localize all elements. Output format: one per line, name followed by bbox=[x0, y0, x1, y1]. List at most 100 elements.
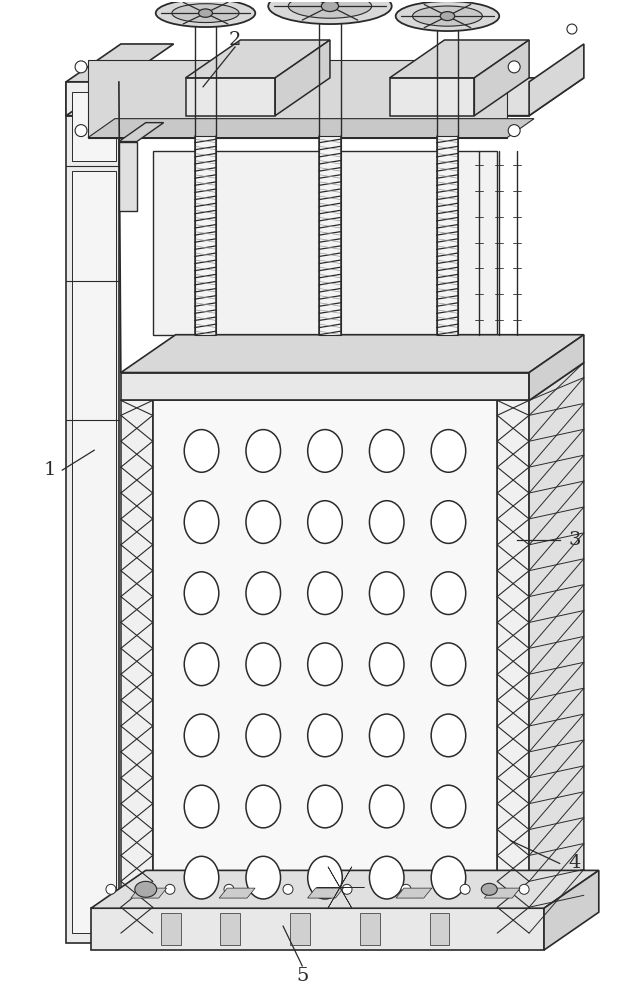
Polygon shape bbox=[529, 363, 584, 933]
Circle shape bbox=[75, 61, 87, 73]
Ellipse shape bbox=[308, 856, 342, 899]
Ellipse shape bbox=[185, 572, 219, 615]
Polygon shape bbox=[360, 913, 380, 945]
Ellipse shape bbox=[431, 643, 466, 686]
Ellipse shape bbox=[482, 883, 497, 895]
Text: 3: 3 bbox=[568, 531, 581, 549]
Polygon shape bbox=[340, 887, 352, 908]
Text: 5: 5 bbox=[296, 967, 309, 985]
Polygon shape bbox=[529, 44, 584, 116]
Polygon shape bbox=[497, 400, 529, 933]
Ellipse shape bbox=[322, 1, 339, 12]
Ellipse shape bbox=[440, 12, 455, 21]
Ellipse shape bbox=[370, 856, 404, 899]
Ellipse shape bbox=[431, 785, 466, 828]
Polygon shape bbox=[119, 142, 137, 211]
Polygon shape bbox=[121, 335, 584, 373]
Ellipse shape bbox=[308, 501, 342, 543]
Polygon shape bbox=[328, 887, 340, 908]
Ellipse shape bbox=[431, 501, 466, 543]
Circle shape bbox=[283, 884, 293, 894]
Ellipse shape bbox=[431, 430, 466, 472]
Circle shape bbox=[224, 884, 234, 894]
Ellipse shape bbox=[308, 430, 342, 472]
Ellipse shape bbox=[308, 572, 342, 615]
Polygon shape bbox=[340, 867, 352, 887]
Ellipse shape bbox=[370, 643, 404, 686]
Polygon shape bbox=[275, 40, 330, 116]
Ellipse shape bbox=[246, 643, 280, 686]
Ellipse shape bbox=[185, 430, 219, 472]
Ellipse shape bbox=[185, 714, 219, 757]
Circle shape bbox=[567, 24, 577, 34]
Ellipse shape bbox=[268, 0, 392, 24]
Polygon shape bbox=[66, 44, 174, 82]
Polygon shape bbox=[475, 40, 529, 116]
Polygon shape bbox=[437, 136, 458, 335]
Polygon shape bbox=[390, 78, 475, 116]
Polygon shape bbox=[307, 888, 343, 898]
Polygon shape bbox=[72, 171, 116, 933]
Ellipse shape bbox=[135, 881, 157, 897]
Ellipse shape bbox=[413, 6, 482, 26]
Ellipse shape bbox=[246, 785, 280, 828]
Polygon shape bbox=[161, 913, 181, 945]
Ellipse shape bbox=[370, 572, 404, 615]
Polygon shape bbox=[544, 870, 599, 950]
Polygon shape bbox=[72, 92, 116, 161]
Polygon shape bbox=[121, 400, 153, 933]
Ellipse shape bbox=[431, 856, 466, 899]
Polygon shape bbox=[91, 870, 599, 908]
Polygon shape bbox=[529, 335, 584, 400]
Polygon shape bbox=[319, 136, 341, 335]
Polygon shape bbox=[66, 82, 529, 116]
Ellipse shape bbox=[246, 501, 280, 543]
Ellipse shape bbox=[308, 714, 342, 757]
Polygon shape bbox=[221, 913, 240, 945]
Ellipse shape bbox=[431, 572, 466, 615]
Polygon shape bbox=[328, 867, 340, 887]
Polygon shape bbox=[396, 888, 431, 898]
Ellipse shape bbox=[185, 501, 219, 543]
Ellipse shape bbox=[246, 714, 280, 757]
Ellipse shape bbox=[156, 0, 255, 27]
Polygon shape bbox=[219, 888, 255, 898]
Ellipse shape bbox=[431, 714, 466, 757]
Polygon shape bbox=[121, 373, 529, 400]
Circle shape bbox=[508, 61, 520, 73]
Polygon shape bbox=[484, 888, 520, 898]
Circle shape bbox=[508, 125, 520, 137]
Polygon shape bbox=[91, 908, 544, 950]
Polygon shape bbox=[390, 40, 529, 78]
Polygon shape bbox=[195, 136, 217, 335]
Polygon shape bbox=[430, 913, 449, 945]
Polygon shape bbox=[66, 78, 584, 116]
Circle shape bbox=[75, 125, 87, 137]
Ellipse shape bbox=[288, 0, 372, 18]
Ellipse shape bbox=[370, 430, 404, 472]
Text: 2: 2 bbox=[229, 31, 241, 49]
Ellipse shape bbox=[185, 643, 219, 686]
Polygon shape bbox=[186, 40, 330, 78]
Polygon shape bbox=[153, 400, 497, 933]
Polygon shape bbox=[88, 60, 507, 138]
Polygon shape bbox=[186, 78, 275, 116]
Ellipse shape bbox=[370, 501, 404, 543]
Polygon shape bbox=[119, 123, 164, 142]
Text: 4: 4 bbox=[568, 854, 581, 872]
Ellipse shape bbox=[199, 9, 212, 17]
Ellipse shape bbox=[246, 430, 280, 472]
Ellipse shape bbox=[370, 785, 404, 828]
Ellipse shape bbox=[185, 785, 219, 828]
Polygon shape bbox=[131, 888, 167, 898]
Circle shape bbox=[342, 884, 352, 894]
Ellipse shape bbox=[246, 572, 280, 615]
Circle shape bbox=[106, 884, 116, 894]
Ellipse shape bbox=[308, 785, 342, 828]
Ellipse shape bbox=[172, 4, 239, 23]
Ellipse shape bbox=[185, 856, 219, 899]
Ellipse shape bbox=[395, 1, 499, 31]
Polygon shape bbox=[66, 82, 119, 943]
Ellipse shape bbox=[308, 643, 342, 686]
Circle shape bbox=[460, 884, 470, 894]
